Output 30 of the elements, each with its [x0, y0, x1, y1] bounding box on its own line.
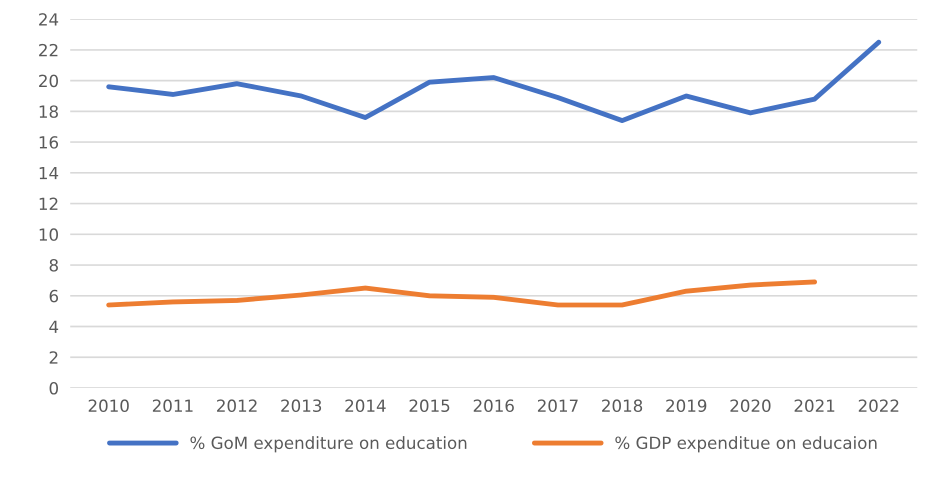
y-tick-label: 10 — [40, 228, 58, 241]
y-tick-label: 0 — [50, 382, 58, 395]
x-tick-label: 2014 — [345, 399, 386, 412]
y-tick-label: 2 — [50, 351, 58, 364]
x-tick-label: 2018 — [602, 399, 642, 412]
x-tick-label: 2013 — [281, 399, 322, 412]
y-tick-label: 16 — [40, 136, 58, 149]
legend-label: % GDP expenditue on educaion — [615, 436, 877, 452]
line-series — [106, 40, 882, 124]
x-tick-label: 2011 — [152, 399, 193, 412]
y-tick-label: 18 — [40, 105, 58, 118]
y-tick-label: 20 — [39, 74, 58, 88]
x-tick-label: 2020 — [730, 399, 771, 412]
x-tick-label: 2016 — [474, 399, 514, 412]
x-tick-label: 2022 — [858, 399, 898, 412]
y-tick-label: 12 — [40, 198, 58, 210]
y-tick-label: 14 — [40, 167, 58, 180]
y-tick-label: 8 — [50, 259, 58, 272]
x-tick-label: 2017 — [538, 399, 578, 412]
y-tick-label: 6 — [50, 290, 58, 302]
line-series — [106, 280, 818, 308]
x-tick-label: 2012 — [217, 399, 257, 412]
x-tick-label: 2010 — [88, 399, 129, 412]
y-tick-label: 22 — [39, 44, 58, 56]
x-tick-label: 2021 — [794, 399, 834, 412]
y-tick-label: 24 — [39, 13, 58, 26]
x-tick-label: 2015 — [410, 399, 450, 412]
y-tick-label: 4 — [49, 320, 58, 333]
legend-label: % GoM expenditure on education — [190, 436, 466, 452]
x-tick-label: 2019 — [666, 399, 706, 412]
